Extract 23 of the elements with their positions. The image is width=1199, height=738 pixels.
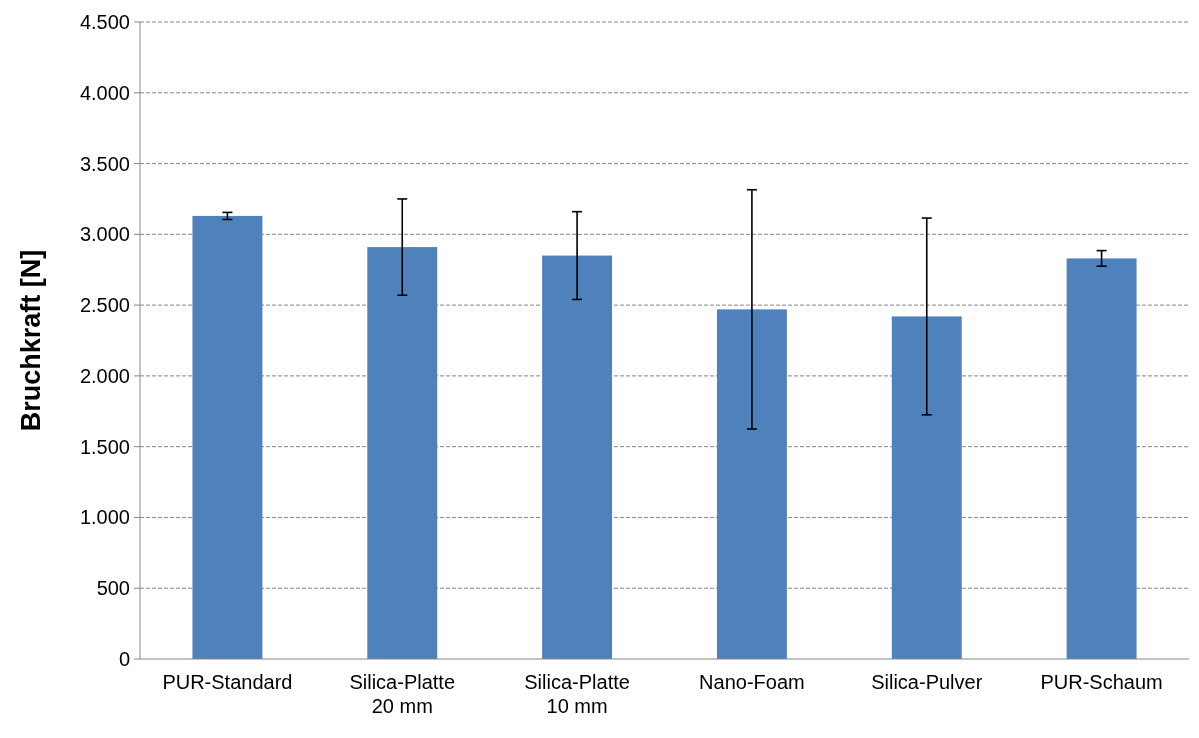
y-tick-label: 3.500	[79, 152, 130, 175]
x-tick-label: PUR-Schaum	[1040, 671, 1163, 693]
bar	[367, 247, 438, 659]
bar	[891, 316, 962, 659]
x-tick-label: PUR-Standard	[162, 671, 293, 693]
y-tick-label: 2.000	[79, 364, 130, 387]
y-tick-label: 0	[118, 648, 130, 670]
y-tick-label: 1.500	[79, 435, 130, 458]
x-tick-label: Silica-Platte 20 mm	[349, 671, 456, 717]
bar	[1066, 258, 1137, 659]
y-tick-label: 4.000	[79, 81, 130, 104]
y-axis-title: Bruchkraft [N]	[16, 249, 46, 432]
x-tick-label: Silica-Platte 10 mm	[524, 671, 630, 717]
y-tick-label: 4.500	[79, 11, 130, 33]
bar	[716, 309, 787, 659]
bar	[542, 255, 613, 659]
y-tick-label: 1.000	[79, 506, 130, 529]
x-tick-label: Nano-Foam	[699, 671, 805, 693]
y-tick-label: 2.500	[79, 294, 130, 317]
y-tick-label: 3.000	[79, 223, 130, 246]
y-tick-label: 500	[96, 577, 130, 600]
bar	[192, 215, 263, 659]
x-tick-label: Silica-Pulver	[871, 671, 983, 693]
